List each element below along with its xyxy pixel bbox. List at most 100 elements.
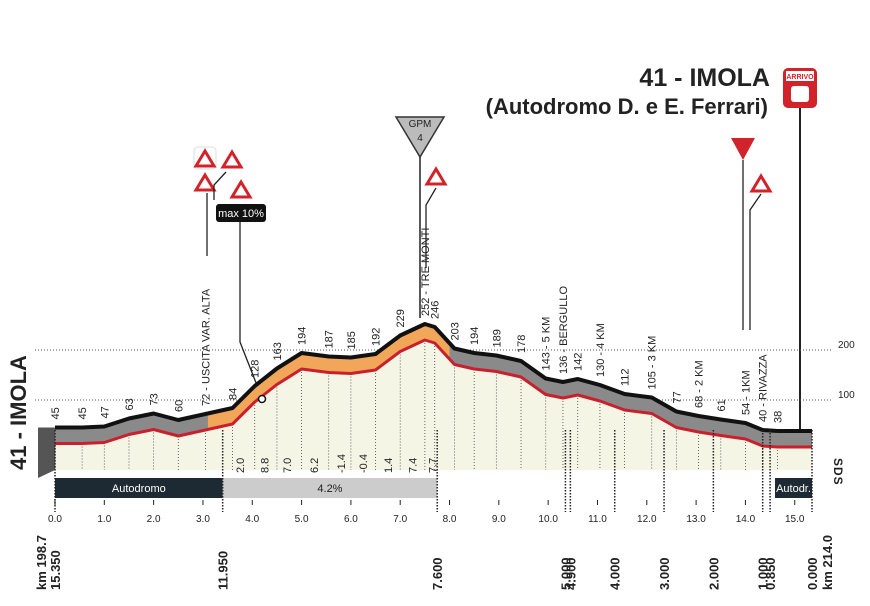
point-label: 45 — [77, 407, 89, 419]
plot: 100 200 45 45 47 63 73 60 72 - USCITA VAR. ALTA 8… — [34, 228, 855, 590]
start-label: 41 - IMOLA — [6, 355, 31, 470]
red-triangle — [731, 138, 755, 160]
point-label: 143 - 5 KM — [541, 317, 553, 371]
point-label: 45 — [50, 407, 62, 419]
point-label: 47 — [99, 406, 111, 418]
profile-top-climb — [207, 324, 450, 430]
distance-label: 4.900 — [563, 557, 578, 590]
profile-face — [55, 340, 812, 470]
distance-label: 7.600 — [430, 557, 445, 590]
point-label: 77 — [671, 391, 683, 403]
point-label: 178 — [516, 335, 528, 353]
km-end: km 214.0 — [820, 535, 835, 590]
distance-label: 0.850 — [763, 557, 778, 590]
segment-label: Autodr. — [776, 483, 811, 495]
x-tick-label: 1.0 — [97, 514, 111, 525]
point-label: 112 — [620, 368, 632, 386]
point-label: 163 — [272, 342, 284, 360]
km-start: km 198.7 — [34, 535, 49, 590]
y-tick-label: 100 — [838, 390, 855, 401]
x-tick-label: 15.0 — [785, 514, 805, 525]
profile-red-line — [55, 338, 812, 449]
point-label: 130 - 4 KM — [595, 323, 607, 377]
x-tick-label: 13.0 — [686, 514, 706, 525]
gpm-label: GPM — [409, 119, 432, 130]
point-label: 38 — [772, 411, 784, 423]
x-tick-label: 11.0 — [588, 514, 607, 525]
x-tick-label: 6.0 — [344, 514, 358, 525]
max-gradient-dot — [257, 394, 267, 404]
point-label: 246 — [430, 301, 442, 319]
x-tick-label: 10.0 — [538, 514, 558, 525]
distance-label: 3.000 — [657, 557, 672, 590]
gradient-label: -0.4 — [358, 454, 370, 473]
distance-label: 11.950 — [216, 551, 231, 590]
point-label: 73 — [149, 393, 161, 405]
gradient-label: 7.4 — [408, 458, 420, 473]
gradient-label: 1.4 — [383, 458, 395, 473]
x-tick-label: 2.0 — [147, 514, 161, 525]
point-label: 189 — [491, 329, 503, 347]
profile-top — [55, 324, 812, 447]
point-label: 84 — [228, 388, 240, 400]
gradient-label: 8.8 — [260, 458, 272, 473]
gpm-marker: GPM 4 — [394, 116, 446, 318]
point-label: 40 - RIVAZZA — [758, 354, 770, 422]
point-label: 128 — [250, 360, 262, 378]
point-label: 61 — [716, 399, 728, 411]
distance-label: 1.000 — [756, 557, 771, 590]
point-label: 252 - TRE MONTI — [420, 228, 432, 316]
point-label: 194 — [297, 327, 309, 345]
point-label: 185 — [346, 331, 358, 349]
x-tick-label: 9.0 — [492, 514, 506, 525]
finish-title: 41 - IMOLA — [639, 64, 770, 92]
point-label: 203 — [449, 322, 461, 340]
x-tick-label: 8.0 — [443, 514, 457, 525]
point-label: 194 — [469, 327, 481, 345]
gradient-label: 6.2 — [309, 458, 321, 473]
point-label: 54 - 1KM — [740, 370, 752, 415]
x-tick-label: 12.0 — [637, 514, 657, 525]
x-tick-label: 5.0 — [295, 514, 309, 525]
finish-icon: ARRIVO — [783, 68, 817, 448]
distance-label: 4.000 — [608, 557, 623, 590]
logo: SDS — [831, 458, 845, 486]
segment-label: Autodromo — [112, 483, 166, 495]
profile-side — [38, 427, 55, 478]
gradient-label: 7.0 — [282, 458, 294, 473]
x-tick-label: 3.0 — [196, 514, 210, 525]
gpm-category: 4 — [417, 133, 423, 144]
point-label: 60 — [173, 400, 185, 412]
distance-label: 5.000 — [558, 557, 573, 590]
max-gradient-box: max 10% — [216, 204, 266, 222]
finish-icon-text: ARRIVO — [786, 74, 814, 81]
x-tick-label: 0.0 — [48, 514, 62, 525]
point-label: 68 - 2 KM — [694, 360, 706, 408]
point-label: 142 — [573, 353, 585, 371]
gradient-label: 7.7 — [427, 458, 439, 473]
point-label: 229 — [395, 309, 407, 327]
point-label: 192 — [371, 328, 383, 346]
gradient-label: -1.4 — [336, 454, 348, 473]
segment-band — [222, 478, 438, 498]
point-label: 105 - 3 KM — [647, 336, 659, 390]
gradient-label: 2.0 — [235, 458, 247, 473]
segment-band — [55, 478, 223, 498]
distance-label: 2.000 — [706, 557, 721, 590]
distance-label: 0.000 — [805, 557, 820, 590]
warning-leaders — [206, 160, 762, 399]
y-tick-label: 200 — [838, 340, 855, 351]
distance-label: 15.350 — [48, 550, 63, 590]
point-label: 136 - BERGULLO — [558, 286, 570, 374]
x-tick-label: 4.0 — [245, 514, 259, 525]
warning-signs — [193, 146, 773, 199]
segment-band — [775, 478, 812, 498]
x-tick-label: 7.0 — [393, 514, 407, 525]
segment-label: 4.2% — [317, 483, 342, 495]
point-label: 187 — [324, 330, 336, 348]
point-label: 72 - USCITA VAR. ALTA — [200, 288, 212, 406]
max-gradient-label: max 10% — [218, 208, 264, 220]
finish-subtitle: (Autodromo D. e E. Ferrari) — [486, 94, 768, 119]
profile-line — [55, 322, 778, 433]
